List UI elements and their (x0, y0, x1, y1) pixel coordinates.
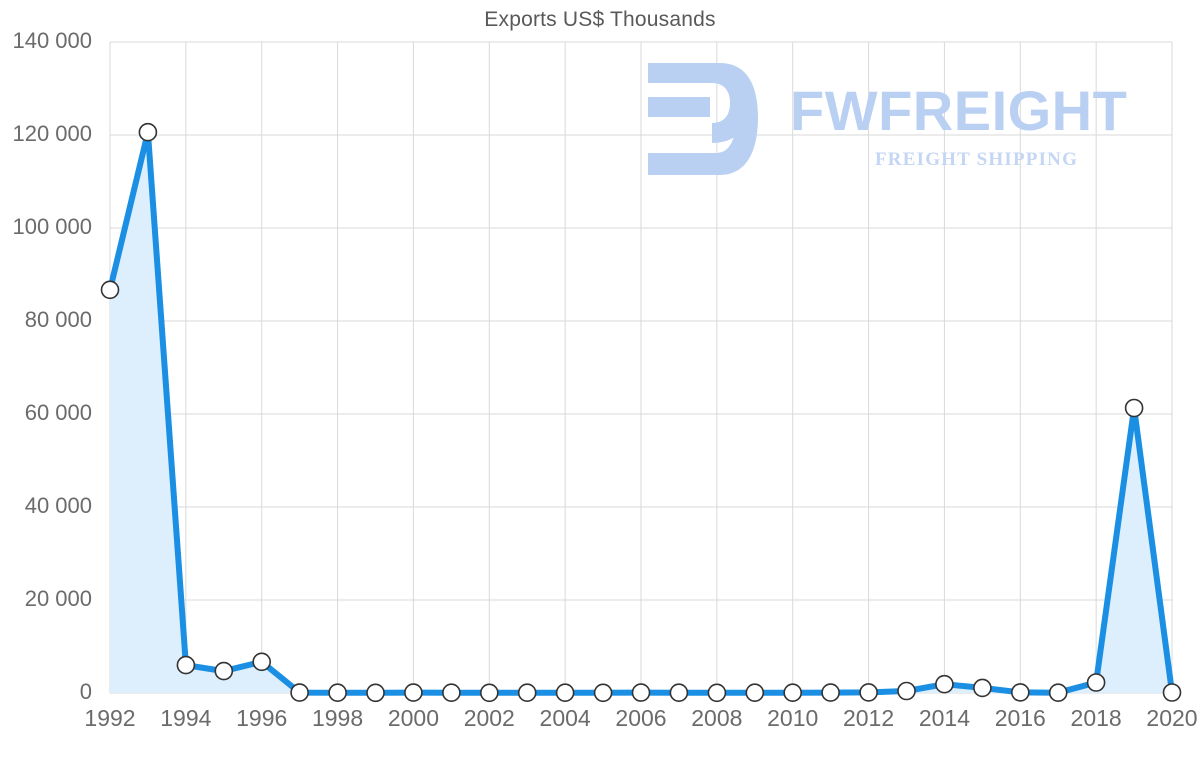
data-point-marker[interactable] (442, 683, 461, 703)
x-axis-tick-label: 2014 (918, 705, 970, 731)
data-point-marker[interactable] (821, 683, 840, 702)
data-point-markers[interactable] (100, 122, 1182, 703)
data-point-marker[interactable] (252, 652, 272, 672)
data-point-marker[interactable] (1162, 683, 1182, 702)
data-point-marker[interactable] (404, 683, 423, 702)
y-axis-tick-label: 40 000 (24, 493, 92, 518)
data-point-marker[interactable] (1124, 398, 1144, 418)
data-point-marker[interactable] (897, 681, 916, 701)
data-point-marker[interactable] (517, 683, 537, 703)
data-point-marker[interactable] (631, 683, 651, 702)
x-axis-tick-label: 2016 (994, 705, 1046, 731)
x-axis-tick-label: 2010 (767, 705, 819, 731)
x-axis-tick-label: 1996 (236, 705, 288, 731)
y-axis-tick-label: 100 000 (12, 214, 92, 239)
chart-title: Exports US$ Thousands (484, 8, 716, 31)
data-point-marker[interactable] (366, 683, 385, 703)
gridlines (109, 41, 1173, 694)
y-axis-tick-label: 60 000 (24, 400, 92, 425)
data-point-marker[interactable] (669, 683, 689, 703)
x-axis-tick-label: 1992 (84, 705, 136, 731)
data-point-marker[interactable] (973, 678, 992, 698)
x-axis-tick-label: 2002 (463, 705, 515, 731)
x-axis-tick-label: 2004 (539, 705, 591, 731)
data-point-marker[interactable] (479, 683, 499, 703)
data-point-marker[interactable] (290, 683, 309, 702)
data-point-marker[interactable] (745, 683, 765, 703)
x-axis-tick-label: 2012 (842, 705, 895, 731)
x-axis-tick-label: 2006 (615, 705, 667, 731)
data-point-marker[interactable] (176, 655, 196, 675)
data-point-marker[interactable] (138, 122, 158, 142)
x-axis-tick-label: 2000 (387, 705, 439, 731)
x-axis-tick-label: 1998 (311, 705, 364, 731)
x-axis-tick-label: 2020 (1146, 705, 1198, 731)
x-axis-tick-label: 2008 (691, 705, 743, 731)
y-axis-tick-label: 20 000 (24, 586, 92, 611)
y-axis-tick-label: 120 000 (12, 121, 92, 146)
data-point-marker[interactable] (593, 683, 613, 703)
x-axis-tick-label: 2018 (1070, 705, 1122, 731)
data-point-marker[interactable] (859, 683, 878, 702)
y-axis-tick-label: 80 000 (24, 307, 92, 332)
data-point-marker[interactable] (100, 280, 120, 300)
data-point-marker[interactable] (1010, 683, 1030, 702)
data-point-marker[interactable] (707, 683, 727, 703)
data-point-marker[interactable] (214, 661, 234, 681)
x-axis-tick-label: 1994 (160, 705, 212, 731)
data-point-marker[interactable] (1086, 673, 1106, 692)
y-axis-tick-label: 140 000 (12, 28, 92, 53)
data-point-marker[interactable] (1048, 683, 1068, 703)
data-point-marker[interactable] (328, 683, 347, 703)
data-point-marker[interactable] (555, 683, 575, 703)
y-axis-tick-label: 0 (79, 679, 92, 704)
data-point-marker[interactable] (783, 683, 803, 703)
data-point-marker[interactable] (935, 674, 954, 694)
